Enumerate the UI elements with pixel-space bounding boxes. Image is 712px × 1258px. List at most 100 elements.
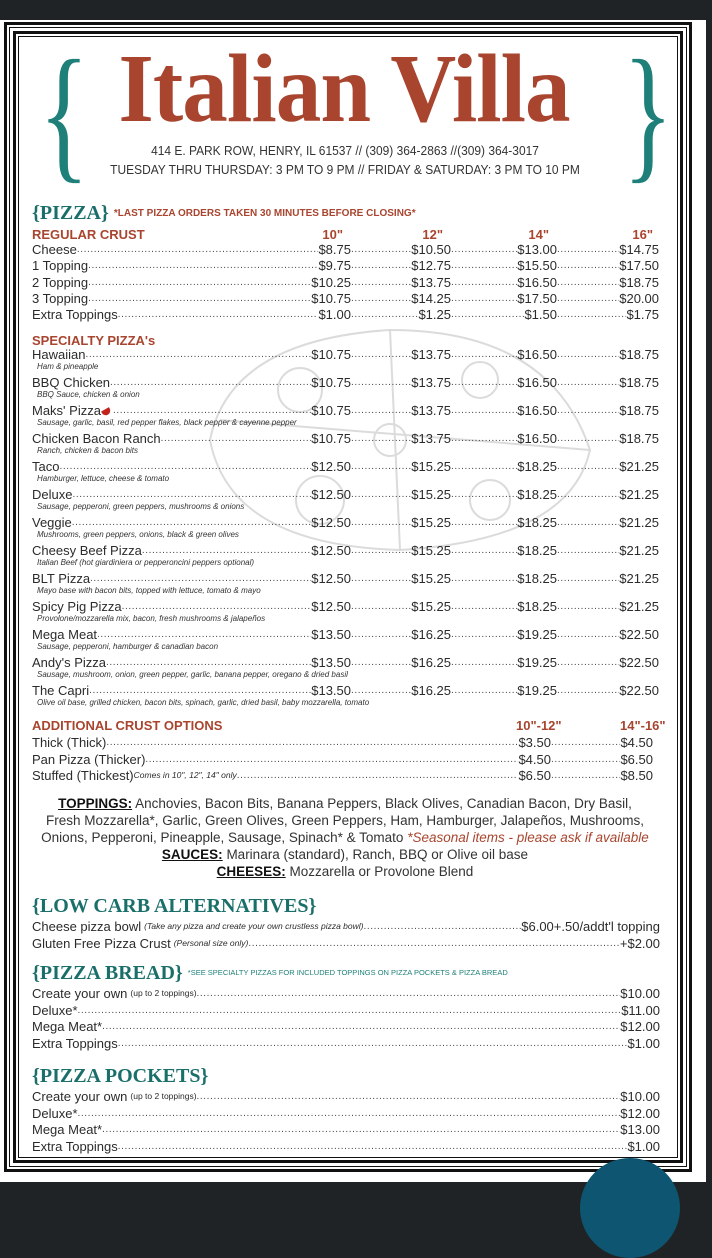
specialty-pizza-row: Maks' Pizza $10.75 $13.75 $16.50 $18.75: [32, 403, 659, 418]
border-frame: [18, 36, 678, 1158]
item-price: $10.00: [620, 986, 660, 1001]
specialty-pizza-row: Taco $12.50 $15.25 $18.25 $21.25: [32, 459, 659, 474]
dot-leader: [118, 1036, 628, 1051]
toppings-label: TOPPINGS:: [58, 796, 133, 811]
price-segment: Hawaiian $10.75: [32, 347, 351, 362]
crust-option-row: Thick (Thick) $3.50 $4.50: [32, 735, 653, 750]
item-name: Veggie: [32, 515, 72, 530]
price-segment: Spicy Pig Pizza $12.50: [32, 599, 351, 614]
dot-leader: [89, 683, 311, 698]
price-segment: $21.25: [557, 487, 659, 502]
dot-leader: [451, 655, 517, 670]
item-name: Deluxe: [32, 487, 73, 502]
pizza-description: Ham & pineapple: [37, 362, 99, 371]
additional-crust-heading: ADDITIONAL CRUST OPTIONS: [32, 718, 223, 733]
item-price: $18.25: [517, 487, 557, 502]
toppings-text: Onions, Pepperoni, Pineapple, Sausage, S…: [41, 830, 404, 845]
price-segment: $16.50: [451, 403, 557, 418]
restaurant-title: Italian Villa: [118, 35, 570, 143]
price-segment: $18.75: [557, 275, 659, 290]
item-price: $16.50: [517, 274, 557, 290]
price-segment: BBQ Chicken $10.75: [32, 375, 351, 390]
item-price: $6.50: [518, 768, 551, 783]
item-price: $18.75: [619, 403, 659, 418]
item-price: $15.50: [517, 258, 557, 274]
item-name: Extra Toppings: [32, 307, 118, 323]
price-segment: Taco $12.50: [32, 459, 351, 474]
border-frame: [13, 31, 683, 1163]
item-price: $18.25: [517, 599, 557, 614]
dot-leader: [551, 768, 620, 783]
price-segment: $18.25: [451, 487, 557, 502]
dot-leader: [113, 403, 311, 418]
dot-leader: [72, 487, 311, 502]
sauces-text: Marinara (standard), Ranch, BBQ or Olive…: [226, 847, 529, 862]
pizza-pocket-row: Extra Toppings $1.00: [32, 1139, 660, 1154]
pizza-pocket-row: Deluxe* $12.00: [32, 1106, 660, 1121]
item-price: $13.75: [411, 347, 451, 362]
dot-leader: [557, 242, 619, 257]
dot-leader: [351, 655, 411, 670]
price-segment: $21.25: [557, 571, 659, 586]
item-name: Hawaiian: [32, 347, 86, 362]
price-segment: $21.25: [557, 599, 659, 614]
low-carb-row: Gluten Free Pizza Crust (Personal size on…: [32, 936, 660, 951]
page-navigation-button[interactable]: [580, 1158, 680, 1258]
price-segment: $13.75: [351, 431, 451, 446]
dot-leader: [557, 543, 619, 558]
dot-leader: [451, 515, 517, 530]
price-segment: Maks' Pizza $10.75: [32, 403, 351, 418]
item-price: $16.50: [517, 375, 557, 390]
item-name: 1 Topping: [32, 258, 89, 274]
regular-crust-heading: REGULAR CRUST: [32, 227, 145, 242]
price-segment: $22.50: [557, 627, 659, 642]
price-segment: $1.50: [451, 307, 557, 322]
item-price: $12.50: [311, 543, 351, 558]
item-price: $18.75: [619, 375, 659, 390]
dot-leader: [118, 1139, 628, 1154]
price-segment: $21.25: [557, 459, 659, 474]
item-price: $6.00+.50/addt'l topping: [521, 919, 660, 934]
item-name: Extra Toppings: [32, 1035, 118, 1051]
size-header: 10": [322, 227, 343, 242]
dot-leader: [557, 599, 619, 614]
item-price: $19.25: [517, 683, 557, 698]
item-price: $21.25: [619, 571, 659, 586]
price-segment: Veggie $12.50: [32, 515, 351, 530]
price-segment: $13.00: [451, 242, 557, 257]
item-price: $8.50: [620, 768, 653, 783]
dot-leader: [557, 307, 626, 322]
item-price: $13.75: [411, 274, 451, 290]
price-segment: $8.50: [551, 768, 653, 783]
pizza-description: Sausage, pepperoni, green peppers, mushr…: [37, 502, 245, 511]
toppings-list: TOPPINGS: Anchovies, Bacon Bits, Banana …: [25, 795, 665, 880]
item-price: $10.75: [311, 403, 351, 418]
dot-leader: [106, 735, 518, 750]
dot-leader: [122, 599, 312, 614]
price-segment: The Capri $13.50: [32, 683, 351, 698]
dot-leader: [97, 627, 311, 642]
dot-leader: [197, 986, 621, 1001]
size-header: 14": [528, 227, 549, 242]
specialty-heading: SPECIALTY PIZZA's: [32, 333, 156, 348]
price-segment: Pan Pizza (Thicker) $4.50: [32, 752, 551, 767]
item-price: $20.00: [619, 290, 659, 306]
item-name: Cheese pizza bowl: [32, 919, 142, 934]
dot-leader: [110, 375, 311, 390]
dot-leader: [451, 403, 517, 418]
item-price: $18.25: [517, 515, 557, 530]
item-name: Deluxe*: [32, 1002, 78, 1018]
item-price: $18.25: [517, 571, 557, 586]
item-price: $13.75: [411, 403, 451, 418]
item-price: $16.50: [517, 347, 557, 362]
seasonal-note: *Seasonal items - please ask if availabl…: [407, 830, 649, 845]
price-segment: Chicken Bacon Ranch $10.75: [32, 431, 351, 446]
price-segment: Thick (Thick) $3.50: [32, 735, 551, 750]
price-segment: $13.75: [351, 375, 451, 390]
specialty-pizza-row: Hawaiian $10.75 $13.75 $16.50 $18.75: [32, 347, 659, 362]
specialty-pizza-row: The Capri $13.50 $16.25 $19.25 $22.50: [32, 683, 659, 698]
price-segment: $15.25: [351, 515, 451, 530]
item-name: The Capri: [32, 683, 90, 698]
item-price: $15.25: [411, 515, 451, 530]
item-price: $15.25: [411, 543, 451, 558]
